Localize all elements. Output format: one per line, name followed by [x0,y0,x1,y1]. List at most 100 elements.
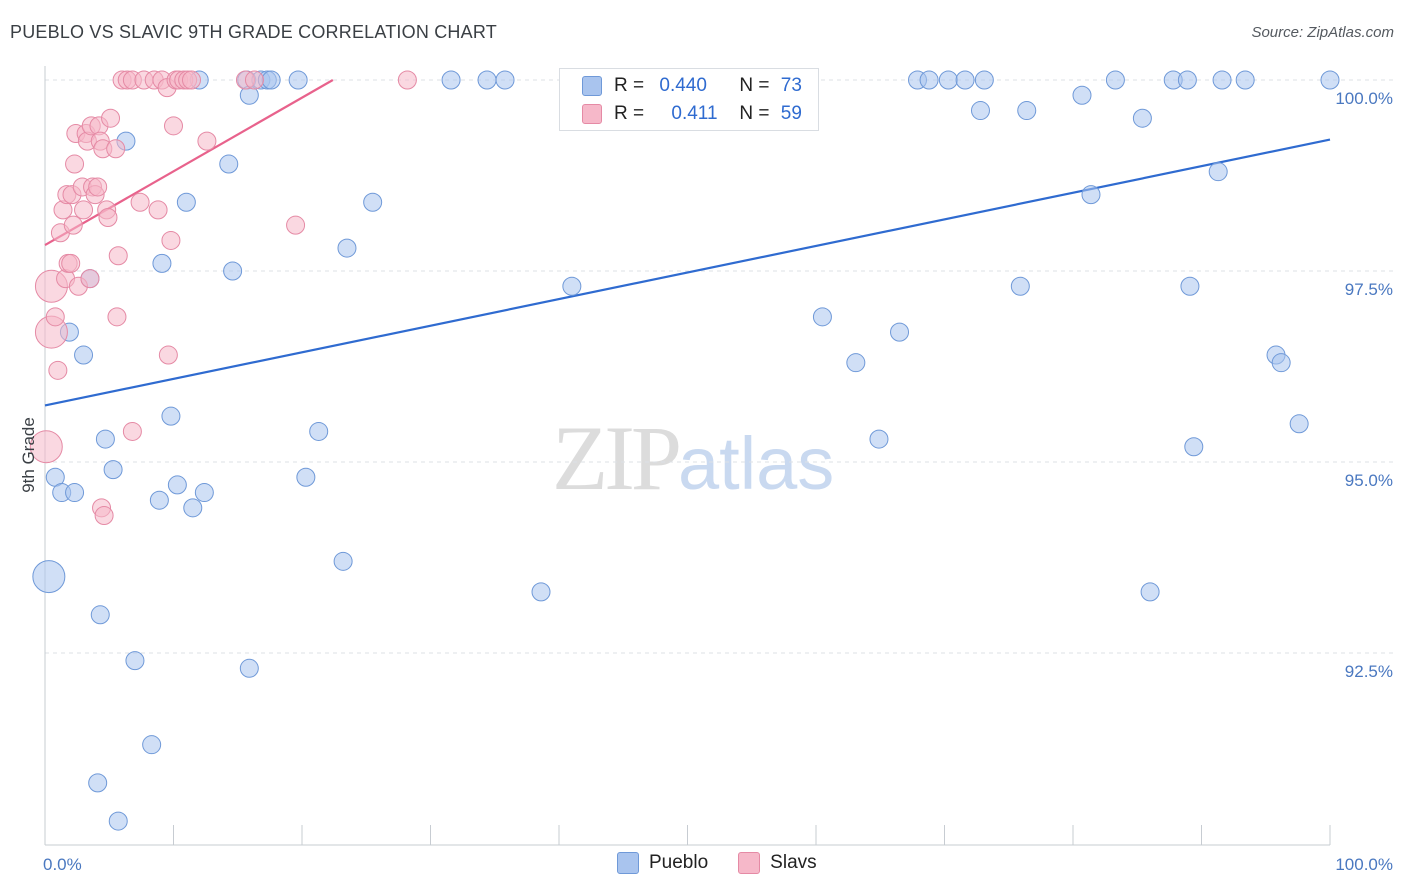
pueblo-point [477,70,497,90]
y-tick-label: 97.5% [1345,280,1393,299]
pueblo-point [261,70,281,90]
pueblo-point [1072,85,1092,105]
slavs-point [106,139,126,159]
pueblo-point [1289,414,1309,434]
slavs-point [122,421,142,441]
pueblo-point [296,467,316,487]
pueblo-point [337,238,357,258]
legend-item-pueblo: Pueblo [617,852,708,874]
pueblo-point [869,429,889,449]
pueblo-point [1140,582,1160,602]
pueblo-point [846,353,866,373]
slavs-point [197,131,217,151]
slavs-point [45,307,65,327]
legend-n-value: 73 [780,75,802,96]
slavs-point [61,253,81,273]
slavs-trend-line [44,79,334,246]
pueblo-point [1010,276,1030,296]
legend-n-label: N = [739,75,770,96]
pueblo-point [1320,70,1340,90]
slavs-point [101,108,121,128]
legend-n-label: N = [739,103,770,124]
pueblo-point [1235,70,1255,90]
pueblo-point [1177,70,1197,90]
pueblo-point [1212,70,1232,90]
pueblo-point [167,475,187,495]
legend-r-value: 0.411 [671,103,718,124]
pueblo-point [239,658,259,678]
pueblo-point [974,70,994,90]
pueblo-point [74,345,94,365]
pueblo-point [125,651,145,671]
slavs-point [181,70,201,90]
legend-swatch-pueblo [617,852,639,874]
pueblo-point [970,101,990,121]
pueblo-point [183,498,203,518]
legend-swatch-pueblo [582,76,602,96]
slavs-point [29,430,63,464]
pueblo-point [890,322,910,342]
pueblo-point [88,773,108,793]
slavs-point [148,200,168,220]
pueblo-point [531,582,551,602]
slavs-point [94,505,114,525]
chart-title: PUEBLO VS SLAVIC 9TH GRADE CORRELATION C… [10,22,497,42]
data-points [29,70,1340,831]
pueblo-point [219,154,239,174]
slavs-point [164,116,183,136]
source-credit: Source: ZipAtlas.com [1251,24,1394,41]
pueblo-point [65,483,85,503]
trend-lines [44,79,1331,407]
pueblo-point [194,483,214,503]
slavs-point [74,200,94,220]
pueblo-point [103,460,123,480]
watermark: ZIPatlas [552,405,834,511]
pueblo-point [1271,353,1291,373]
series-legend: Pueblo Slavs [617,852,847,874]
legend-label-pueblo: Pueblo [649,852,709,873]
pueblo-point [1208,162,1228,182]
legend-row-pueblo: R = 0.440 N = 73 [582,73,802,99]
pueblo-point [333,551,353,571]
slavs-point [80,269,100,289]
slavs-point [98,208,118,228]
stats-legend: R = 0.440 N = 73 R = 0.411 N = 59 [559,68,819,131]
legend-r-value: 0.440 [659,75,707,96]
pueblo-point [812,307,832,327]
slavs-point [244,70,264,90]
legend-label-slavs: Slavs [770,852,817,873]
pueblo-point [288,70,308,90]
pueblo-point [919,70,939,90]
slavs-point [397,70,417,90]
y-tick-label: 100.0% [1335,89,1393,108]
y-tick-label: 95.0% [1345,471,1393,490]
pueblo-point [90,605,110,625]
pueblo-point [32,560,66,594]
slavs-point [63,215,83,235]
pueblo-point [1017,101,1037,121]
legend-row-slavs: R = 0.411 N = 59 [582,101,802,127]
x-tick-label: 0.0% [43,855,82,874]
pueblo-trend-line [44,138,1331,407]
pueblo-point [441,70,461,90]
slavs-point [161,230,181,250]
pueblo-point [562,276,582,296]
watermark-atlas: atlas [678,422,835,505]
gridlines [45,79,1395,654]
pueblo-point [176,192,196,212]
pueblo-point [1180,276,1200,296]
pueblo-point [152,253,172,273]
axis-labels: 92.5% 95.0% 97.5% 100.0% 0.0% 100.0% 9th Grade [19,89,1393,874]
legend-swatch-slavs [582,104,602,124]
legend-swatch-slavs [738,852,761,874]
pueblo-point [1132,108,1152,128]
watermark-zip: ZIP [552,407,682,509]
x-tick-label: 100.0% [1335,855,1393,874]
y-axis-title: 9th Grade [19,417,38,493]
pueblo-point [1184,437,1204,457]
pueblo-point [223,261,243,281]
slavs-point [108,246,128,266]
slavs-point [107,307,127,327]
slavs-point [65,154,85,174]
